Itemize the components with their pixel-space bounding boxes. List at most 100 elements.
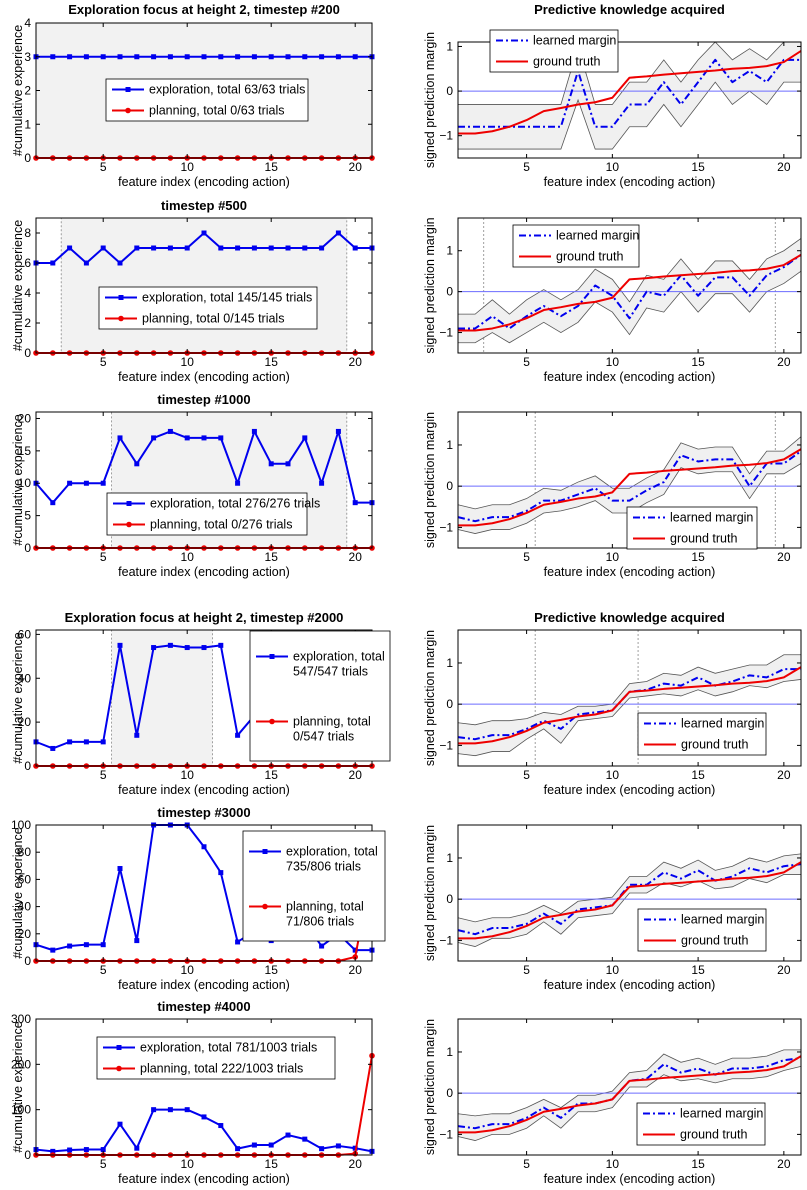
legend: learned margin ground truth — [489, 29, 619, 73]
data-point — [83, 942, 89, 948]
legend-swatch-marker — [262, 849, 268, 854]
legend-entry-label: ground truth — [680, 1128, 747, 1142]
y-tick-label: −1 — [439, 520, 453, 534]
confidence-band — [458, 853, 801, 947]
data-point — [117, 435, 123, 441]
data-point — [100, 739, 106, 745]
confidence-band — [458, 1049, 801, 1141]
data-point — [235, 480, 241, 486]
y-tick-label: 20 — [18, 715, 32, 729]
chart-panel-right-6: 5 10 15 20 −1 0 1 feature index (encoding actio… — [423, 1018, 802, 1186]
x-axis-label: feature index (encoding action) — [544, 370, 716, 384]
legend-swatch-marker — [269, 718, 275, 725]
data-point — [50, 500, 56, 506]
y-axis-label: #cumulative experience — [11, 632, 25, 763]
y-tick-label: 0 — [446, 1086, 453, 1100]
data-point — [184, 645, 190, 651]
confidence-band — [458, 238, 801, 343]
x-tick-label: 10 — [606, 768, 620, 782]
legend-swatch-marker — [126, 521, 132, 528]
data-point — [268, 1142, 274, 1148]
data-point — [251, 54, 257, 60]
data-point — [268, 54, 274, 60]
data-point — [117, 1121, 123, 1127]
chart-title: Predictive knowledge acquired — [534, 2, 725, 17]
data-point — [50, 947, 56, 953]
data-point — [167, 245, 173, 251]
data-point — [335, 54, 341, 60]
band-lower-line — [458, 270, 802, 344]
x-tick-label: 10 — [181, 1157, 195, 1171]
x-axis-label: feature index (encoding action) — [118, 783, 290, 797]
data-point — [50, 54, 56, 60]
y-axis-label: #cumulative experience — [11, 827, 25, 958]
chart-title: timestep #1000 — [157, 392, 250, 407]
legend-entry-label: exploration, total 63/63 trials — [149, 83, 305, 97]
y-axis-label: signed prediction margin — [423, 1019, 437, 1155]
data-point — [167, 1107, 173, 1113]
x-tick-label: 15 — [265, 160, 279, 174]
data-point — [319, 1146, 325, 1152]
data-point — [151, 245, 157, 251]
data-point — [302, 245, 308, 251]
x-axis-label: feature index (encoding action) — [544, 175, 716, 189]
y-tick-label: 15 — [18, 444, 32, 458]
data-point — [268, 245, 274, 251]
series-line-1 — [458, 666, 802, 745]
y-axis-label: #cumulative experience — [11, 414, 25, 545]
data-point — [201, 435, 207, 441]
data-point — [218, 642, 224, 648]
data-point — [285, 1132, 291, 1138]
data-point — [134, 54, 140, 60]
x-tick-label: 15 — [691, 963, 705, 977]
series-line-0 — [458, 58, 801, 128]
x-tick-label: 10 — [181, 768, 195, 782]
legend-box — [637, 712, 767, 756]
x-tick-label: 20 — [349, 160, 363, 174]
x-tick-label: 5 — [523, 160, 530, 174]
legend-entry-label: exploration, total 781/1003 trials — [140, 1041, 317, 1055]
data-point — [201, 54, 207, 60]
data-point — [184, 245, 190, 251]
x-tick-label: 15 — [265, 1157, 279, 1171]
x-tick-label: 10 — [606, 355, 620, 369]
x-tick-label: 15 — [265, 963, 279, 977]
data-point — [235, 732, 241, 738]
data-point — [83, 739, 89, 745]
y-tick-label: 1 — [446, 851, 453, 865]
y-tick-label: 80 — [18, 845, 32, 859]
legend-entry-label: ground truth — [670, 532, 737, 546]
x-tick-label: 20 — [349, 963, 363, 977]
data-point — [235, 1146, 241, 1152]
data-point — [268, 461, 274, 467]
data-point — [335, 1143, 341, 1149]
data-point — [319, 245, 325, 251]
x-tick-label: 15 — [691, 355, 705, 369]
data-point — [151, 435, 157, 441]
x-tick-label: 15 — [691, 1157, 705, 1171]
legend-entry-label: learned margin — [681, 717, 764, 731]
data-point — [352, 54, 358, 60]
y-tick-label: 0 — [446, 84, 453, 98]
legend-entry-label: ground truth — [681, 934, 748, 948]
y-tick-label: −1 — [439, 1127, 453, 1141]
data-point — [67, 54, 73, 60]
x-axis-label: feature index (encoding action) — [544, 783, 716, 797]
axes-frame — [457, 217, 802, 354]
series-line-0 — [457, 863, 802, 936]
series-line-1 — [458, 253, 802, 332]
legend-swatch-marker — [116, 1045, 122, 1050]
x-tick-label: 5 — [100, 355, 107, 369]
x-tick-label: 20 — [777, 355, 791, 369]
axes-frame — [35, 1018, 373, 1156]
data-point — [151, 54, 157, 60]
legend: learned margin ground truth — [636, 1102, 766, 1146]
legend-box — [489, 29, 619, 73]
data-point — [134, 245, 140, 251]
chart-panel-left-3: 5 10 15 20 0 5 10 15 20 feature index (encoding a… — [11, 392, 375, 579]
data-point — [134, 1145, 140, 1151]
data-point — [50, 1148, 56, 1154]
data-point — [67, 245, 73, 251]
legend-box — [96, 1036, 336, 1080]
legend-swatch-marker — [118, 315, 124, 322]
